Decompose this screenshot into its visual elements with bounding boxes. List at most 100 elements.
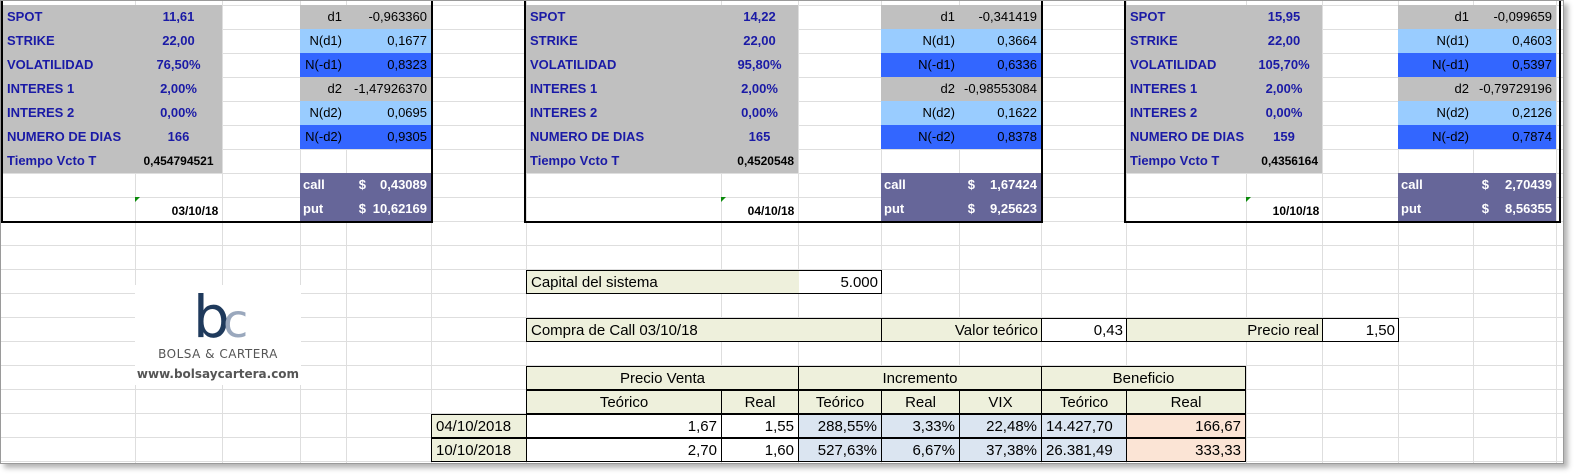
call-currency: $ (1473, 173, 1489, 197)
d1-label: d1 (300, 5, 346, 29)
subheader-real: Real (721, 390, 799, 414)
capital-value[interactable]: 5.000 (798, 270, 882, 294)
d2-label: d2 (1398, 77, 1473, 101)
spreadsheet: SPOT 11,61 STRIKE 22,00 VOLATILIDAD 76,5… (0, 0, 1564, 464)
block-date[interactable]: 04/10/18 (747, 204, 795, 218)
svg-text:b: b (193, 285, 230, 347)
cell-pv-real[interactable]: 1,55 (721, 414, 799, 438)
cell-ben-real[interactable]: 333,33 (1126, 438, 1246, 462)
put-label: put (300, 197, 346, 221)
d1-label: d1 (1398, 5, 1473, 29)
label-interes-1: INTERES 1 (7, 81, 75, 96)
d2-label: d2 (881, 77, 959, 101)
value-numero-de-dias[interactable]: 159 (1273, 129, 1295, 144)
value-strike[interactable]: 22,00 (743, 33, 776, 48)
value-tiempo-vcto[interactable]: 0,454794521 (143, 154, 214, 168)
nmd2-value[interactable]: 0,9305 (346, 125, 431, 149)
cell-inc-vix[interactable]: 22,48% (959, 414, 1042, 438)
cell-inc-real[interactable]: 3,33% (881, 414, 960, 438)
group-incremento: Incremento (798, 366, 1042, 390)
d2-value[interactable]: -0,79729196 (1473, 77, 1556, 101)
put-value[interactable]: 8,56355 (1489, 197, 1556, 221)
label-interes-1: INTERES 1 (1130, 81, 1198, 96)
value-spot[interactable]: 11,61 (162, 9, 195, 24)
nmd1-value[interactable]: 0,5397 (1473, 53, 1556, 77)
value-strike[interactable]: 22,00 (162, 33, 195, 48)
nd1-label: N(d1) (300, 29, 346, 53)
label-interes-2: INTERES 2 (530, 105, 598, 120)
nd2-value[interactable]: 0,1622 (959, 101, 1041, 125)
label-strike: STRIKE (530, 33, 578, 48)
label-numero-de-dias: NUMERO DE DIAS (530, 129, 645, 144)
value-numero-de-dias[interactable]: 166 (167, 129, 190, 144)
nmd2-value[interactable]: 0,8378 (959, 125, 1041, 149)
value-tiempo-vcto[interactable]: 0,4520548 (737, 154, 794, 168)
cell-ben-teorico[interactable]: 26.381,49 (1041, 438, 1127, 462)
value-numero-de-dias[interactable]: 165 (748, 129, 771, 144)
call-value[interactable]: 1,67424 (975, 173, 1041, 197)
subheader-teorico: Teórico (526, 390, 722, 414)
cell-ben-real[interactable]: 166,67 (1126, 414, 1246, 438)
value-spot[interactable]: 15,95 (1267, 9, 1301, 24)
value-strike[interactable]: 22,00 (1267, 33, 1301, 48)
cell-ben-teorico[interactable]: 14.427,70 (1041, 414, 1127, 438)
value-interes-2[interactable]: 0,00% (1265, 105, 1303, 120)
value-interes-2[interactable]: 0,00% (160, 105, 197, 120)
d2-value[interactable]: -0,98553084 (959, 77, 1041, 101)
label-strike: STRIKE (7, 33, 55, 48)
cell-pv-teorico[interactable]: 2,70 (526, 438, 722, 462)
nd2-value[interactable]: 0,2126 (1473, 101, 1556, 125)
value-volatilidad[interactable]: 105,70% (1258, 57, 1310, 72)
block-date[interactable]: 03/10/18 (171, 204, 219, 218)
cell-pv-teorico[interactable]: 1,67 (526, 414, 722, 438)
d1-value[interactable]: -0,963360 (346, 5, 431, 29)
bolsa-cartera-logo: b c BOLSA & CARTERA www.bolsaycartera.co… (135, 283, 301, 385)
value-volatilidad[interactable]: 76,50% (156, 57, 201, 72)
block-date[interactable]: 10/10/18 (1272, 204, 1320, 218)
put-value[interactable]: 10,62169 (366, 197, 431, 221)
comment-marker (1246, 197, 1251, 202)
nd2-label: N(d2) (1398, 101, 1473, 125)
nd1-value[interactable]: 0,4603 (1473, 29, 1556, 53)
cell-inc-teorico[interactable]: 527,63% (798, 438, 882, 462)
call-value[interactable]: 0,43089 (366, 173, 431, 197)
nmd1-value[interactable]: 0,8323 (346, 53, 431, 77)
nmd1-value[interactable]: 0,6336 (959, 53, 1041, 77)
label-interes-2: INTERES 2 (7, 105, 75, 120)
put-value[interactable]: 9,25623 (975, 197, 1041, 221)
put-currency: $ (959, 197, 975, 221)
value-interes-1[interactable]: 2,00% (160, 81, 197, 96)
comment-marker (721, 197, 726, 202)
cell-inc-real[interactable]: 6,67% (881, 438, 960, 462)
value-interes-2[interactable]: 0,00% (741, 105, 778, 120)
d2-value[interactable]: -1,47926370 (346, 77, 431, 101)
row-date: 04/10/2018 (431, 414, 527, 438)
precio-real-value[interactable]: 1,50 (1322, 318, 1399, 342)
nmd2-value[interactable]: 0,7874 (1473, 125, 1556, 149)
label-numero-de-dias: NUMERO DE DIAS (1130, 129, 1245, 144)
call-currency: $ (959, 173, 975, 197)
nd1-value[interactable]: 0,3664 (959, 29, 1041, 53)
nd1-label: N(d1) (881, 29, 959, 53)
value-interes-1[interactable]: 2,00% (1265, 81, 1303, 96)
call-value[interactable]: 2,70439 (1489, 173, 1556, 197)
cell-pv-real[interactable]: 1,60 (721, 438, 799, 462)
nd2-value[interactable]: 0,0695 (346, 101, 431, 125)
label-spot: SPOT (7, 9, 43, 24)
nmd1-label: N(-d1) (881, 53, 959, 77)
valor-teorico-value[interactable]: 0,43 (1041, 318, 1127, 342)
nmd1-label: N(-d1) (1398, 53, 1473, 77)
d1-value[interactable]: -0,341419 (959, 5, 1041, 29)
value-tiempo-vcto[interactable]: 0,4356164 (1261, 154, 1318, 168)
nd1-value[interactable]: 0,1677 (346, 29, 431, 53)
cell-inc-teorico[interactable]: 288,55% (798, 414, 882, 438)
value-interes-1[interactable]: 2,00% (741, 81, 778, 96)
d1-value[interactable]: -0,099659 (1473, 5, 1556, 29)
group-beneficio: Beneficio (1041, 366, 1246, 390)
value-spot[interactable]: 14,22 (743, 9, 776, 24)
label-volatilidad: VOLATILIDAD (1130, 57, 1217, 72)
svg-text:c: c (223, 294, 248, 347)
value-volatilidad[interactable]: 95,80% (737, 57, 782, 72)
cell-inc-vix[interactable]: 37,38% (959, 438, 1042, 462)
nmd1-label: N(-d1) (300, 53, 346, 77)
